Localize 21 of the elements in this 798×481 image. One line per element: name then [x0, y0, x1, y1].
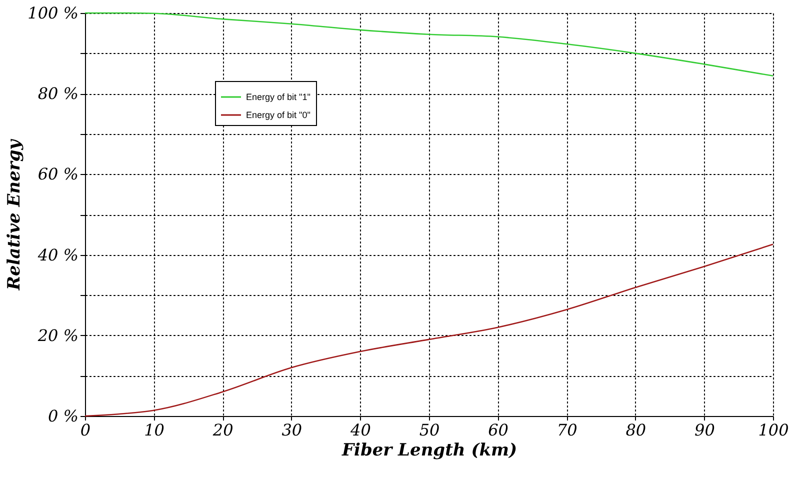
y-tick-label: 80 %	[38, 84, 78, 104]
x-tick-label: 30	[282, 420, 302, 440]
legend-label: Energy of bit "0"	[246, 110, 310, 120]
y-tick-label: 0 %	[48, 406, 78, 426]
x-axis-title: Fiber Length (km)	[340, 440, 518, 460]
x-tick-label: 70	[556, 420, 578, 440]
x-tick-label: 60	[488, 420, 508, 440]
y-tick-label: 100 %	[28, 4, 78, 22]
legend-label: Energy of bit "1"	[246, 92, 310, 102]
x-tick-label: 40	[350, 420, 371, 440]
x-tick-label: 80	[626, 420, 646, 440]
x-tick-label: 100	[758, 420, 789, 440]
x-tick-label: 50	[419, 420, 440, 440]
y-tick-label: 40 %	[36, 245, 78, 264]
y-axis-title: Relative Energy	[4, 138, 25, 292]
x-tick-label: 10	[144, 420, 164, 440]
x-tick-label: 0	[80, 420, 91, 440]
x-tick-label: 20	[212, 420, 234, 440]
y-tick-label: 60 %	[38, 164, 78, 184]
y-tick-label: 20 %	[36, 326, 78, 345]
x-tick-label: 90	[694, 420, 715, 440]
